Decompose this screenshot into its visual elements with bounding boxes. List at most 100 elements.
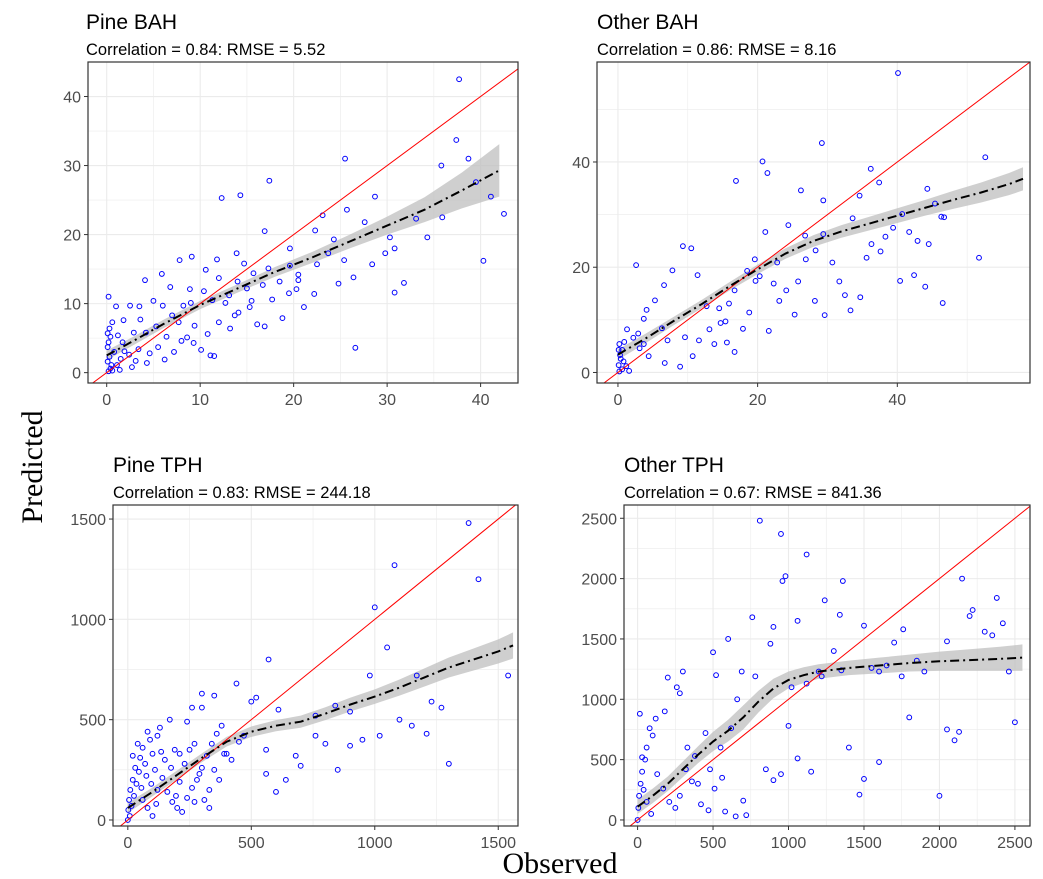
data-point: [167, 284, 174, 290]
data-point: [130, 329, 137, 336]
data-point: [186, 286, 193, 293]
data-point: [129, 364, 135, 371]
data-point: [897, 278, 903, 284]
data-point: [765, 328, 772, 334]
data-point: [423, 730, 430, 737]
data-point: [265, 265, 272, 272]
data-point: [413, 215, 420, 222]
data-point: [473, 179, 479, 186]
data-point: [276, 278, 283, 285]
panel-border: [112, 504, 519, 827]
data-point: [115, 332, 121, 339]
data-point: [155, 344, 162, 351]
data-point: [861, 776, 867, 782]
data-point: [408, 722, 415, 729]
data-point: [117, 355, 124, 362]
smooth-line: [106, 169, 500, 357]
data-point: [764, 170, 771, 176]
data-point: [785, 722, 792, 729]
data-point: [803, 680, 810, 687]
x-axis-label: Observed: [503, 847, 618, 879]
data-point: [184, 795, 190, 801]
data-point: [157, 724, 163, 731]
data-point: [868, 241, 875, 247]
data-point: [695, 780, 701, 787]
data-point: [169, 312, 176, 319]
data-point: [384, 644, 391, 651]
data-point: [501, 210, 507, 217]
data-point: [166, 716, 173, 723]
panel-title: Other TPH: [624, 454, 724, 477]
data-point: [661, 282, 667, 289]
data-point: [263, 770, 270, 777]
data-point: [756, 273, 763, 280]
data-point: [620, 358, 627, 365]
data-point: [275, 706, 282, 713]
panel-title: Pine TPH: [113, 454, 203, 477]
data-point: [637, 780, 644, 787]
data-point: [890, 224, 897, 231]
data-point: [295, 277, 302, 284]
data-point: [716, 305, 723, 312]
data-point: [624, 326, 630, 333]
data-point: [341, 257, 348, 264]
data-point: [121, 348, 128, 355]
x-tick-label: 1000: [357, 835, 393, 852]
data-point: [456, 76, 463, 83]
data-point: [845, 744, 852, 751]
panel-background: [88, 62, 518, 383]
data-point: [703, 303, 710, 310]
data-point: [856, 791, 863, 798]
y-tick-label: 30: [63, 159, 81, 176]
data-point: [244, 285, 250, 292]
data-point: [163, 333, 170, 340]
data-point: [129, 752, 136, 759]
data-point: [171, 746, 178, 753]
data-point: [645, 353, 652, 360]
data-point: [643, 306, 650, 313]
data-point: [136, 303, 143, 310]
data-point: [161, 756, 168, 763]
data-point: [391, 562, 398, 569]
data-point: [733, 178, 739, 184]
data-point: [214, 256, 220, 263]
data-point: [762, 229, 769, 235]
data-point: [944, 726, 950, 733]
x-tick-label: 1000: [771, 835, 807, 852]
y-tick-label: 2500: [581, 511, 617, 528]
data-point: [137, 754, 144, 761]
data-point: [719, 774, 726, 781]
data-point: [401, 280, 407, 286]
data-point: [248, 297, 255, 304]
data-point: [759, 158, 766, 165]
x-tick-label: 0: [123, 835, 132, 852]
data-point: [127, 786, 134, 793]
data-point: [301, 304, 307, 310]
identity-line: [119, 505, 517, 826]
panel-1: Pine BAH Correlation = 0.84: RMSE = 5.52 0…: [63, 11, 519, 409]
data-point: [204, 331, 211, 337]
panel-title: Pine BAH: [86, 11, 177, 34]
data-point: [684, 744, 691, 751]
data-point: [199, 704, 205, 711]
data-point: [867, 165, 874, 172]
data-point: [216, 776, 223, 783]
data-point: [206, 805, 213, 811]
data-point: [639, 754, 646, 761]
data-point: [868, 665, 875, 671]
data-point: [191, 799, 198, 805]
data-point: [211, 766, 218, 773]
confidence-band: [106, 144, 500, 361]
data-point: [366, 672, 373, 679]
data-point: [261, 323, 268, 330]
data-point: [749, 614, 756, 621]
panel-2: Other BAH Correlation = 0.86: RMSE = 8.16…: [572, 11, 1031, 409]
data-point: [273, 788, 279, 795]
data-point: [661, 360, 668, 366]
data-point: [728, 725, 735, 732]
data-point: [676, 690, 683, 697]
data-point: [178, 337, 185, 344]
data-point: [176, 778, 183, 785]
data-point: [189, 704, 195, 711]
data-point: [233, 680, 240, 687]
